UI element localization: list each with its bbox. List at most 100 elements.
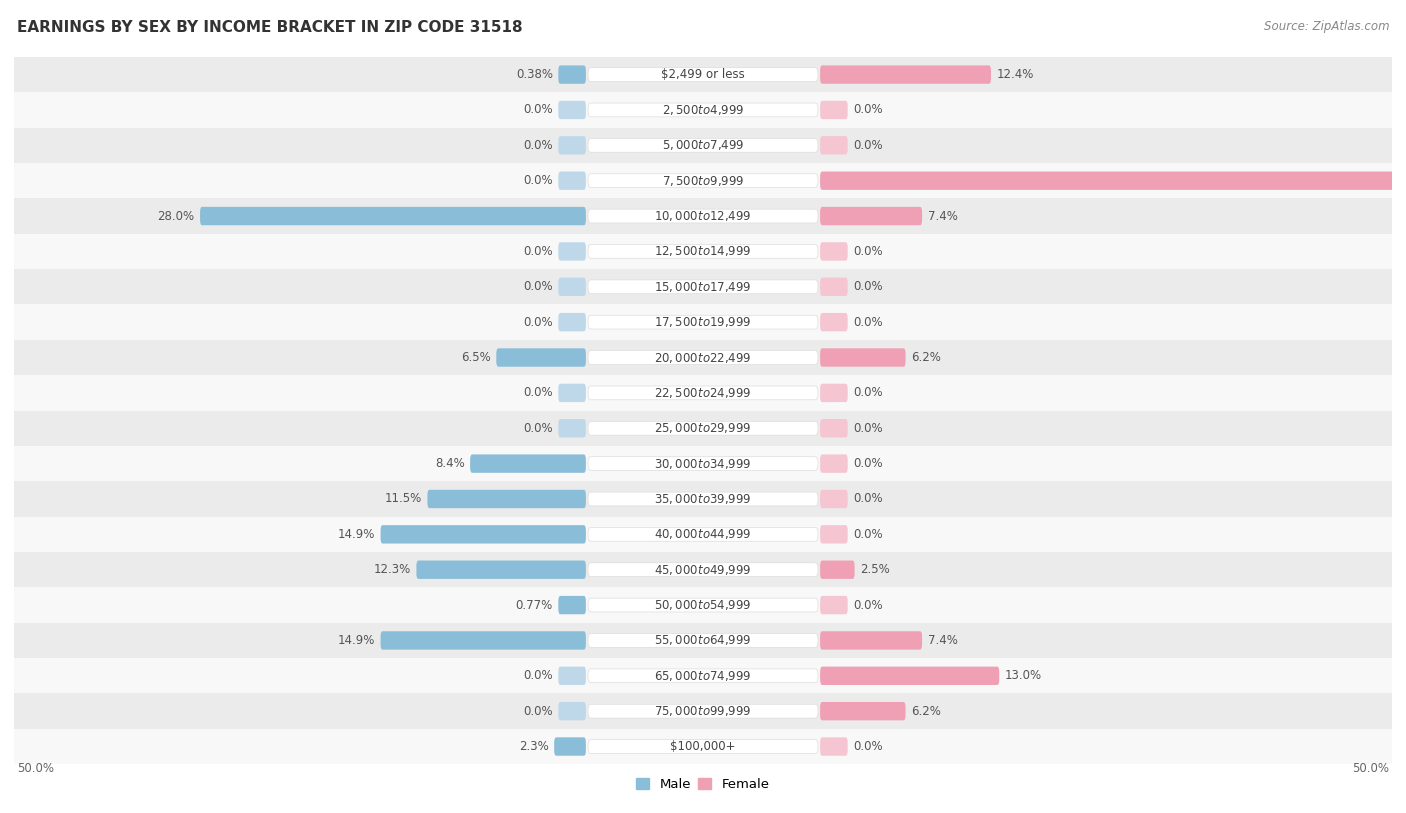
Text: 14.9%: 14.9% — [337, 634, 375, 647]
Text: 7.4%: 7.4% — [928, 634, 957, 647]
FancyBboxPatch shape — [381, 525, 586, 544]
FancyBboxPatch shape — [558, 384, 586, 402]
FancyBboxPatch shape — [588, 633, 818, 647]
FancyBboxPatch shape — [820, 525, 848, 544]
FancyBboxPatch shape — [820, 419, 848, 437]
Text: 2.5%: 2.5% — [860, 563, 890, 576]
Bar — [14, 233, 1392, 269]
Text: $25,000 to $29,999: $25,000 to $29,999 — [654, 421, 752, 435]
Text: 0.0%: 0.0% — [853, 139, 883, 152]
Text: 0.0%: 0.0% — [523, 386, 553, 399]
FancyBboxPatch shape — [427, 489, 586, 508]
FancyBboxPatch shape — [558, 277, 586, 296]
Text: $35,000 to $39,999: $35,000 to $39,999 — [654, 492, 752, 506]
FancyBboxPatch shape — [588, 315, 818, 329]
Text: 0.0%: 0.0% — [853, 598, 883, 611]
Bar — [14, 304, 1392, 340]
Text: 28.0%: 28.0% — [157, 210, 194, 223]
Text: 14.9%: 14.9% — [337, 528, 375, 541]
FancyBboxPatch shape — [820, 136, 848, 154]
Text: $15,000 to $17,499: $15,000 to $17,499 — [654, 280, 752, 293]
Text: 0.0%: 0.0% — [523, 280, 553, 293]
FancyBboxPatch shape — [558, 101, 586, 120]
FancyBboxPatch shape — [820, 172, 1406, 190]
FancyBboxPatch shape — [558, 172, 586, 190]
Bar — [14, 198, 1392, 233]
FancyBboxPatch shape — [588, 245, 818, 259]
FancyBboxPatch shape — [820, 560, 855, 579]
Text: 0.0%: 0.0% — [853, 315, 883, 328]
Text: 0.0%: 0.0% — [523, 669, 553, 682]
Text: 0.0%: 0.0% — [523, 315, 553, 328]
FancyBboxPatch shape — [558, 667, 586, 685]
Bar — [14, 587, 1392, 623]
FancyBboxPatch shape — [820, 384, 848, 402]
Text: 50.0%: 50.0% — [1353, 762, 1389, 775]
Text: $100,000+: $100,000+ — [671, 740, 735, 753]
Text: $22,500 to $24,999: $22,500 to $24,999 — [654, 386, 752, 400]
FancyBboxPatch shape — [558, 419, 586, 437]
Text: 6.5%: 6.5% — [461, 351, 491, 364]
Bar — [14, 340, 1392, 375]
Text: EARNINGS BY SEX BY INCOME BRACKET IN ZIP CODE 31518: EARNINGS BY SEX BY INCOME BRACKET IN ZIP… — [17, 20, 523, 35]
Text: $17,500 to $19,999: $17,500 to $19,999 — [654, 315, 752, 329]
FancyBboxPatch shape — [470, 454, 586, 473]
FancyBboxPatch shape — [588, 280, 818, 293]
Text: 0.0%: 0.0% — [523, 422, 553, 435]
Text: 0.0%: 0.0% — [853, 740, 883, 753]
Bar — [14, 693, 1392, 729]
Text: 0.0%: 0.0% — [523, 705, 553, 718]
FancyBboxPatch shape — [588, 528, 818, 541]
FancyBboxPatch shape — [588, 209, 818, 223]
FancyBboxPatch shape — [588, 103, 818, 117]
Text: 0.77%: 0.77% — [516, 598, 553, 611]
FancyBboxPatch shape — [588, 421, 818, 435]
Bar — [14, 269, 1392, 304]
FancyBboxPatch shape — [588, 174, 818, 188]
Bar — [14, 446, 1392, 481]
Bar — [14, 163, 1392, 198]
Legend: Male, Female: Male, Female — [631, 773, 775, 797]
FancyBboxPatch shape — [416, 560, 586, 579]
Text: $12,500 to $14,999: $12,500 to $14,999 — [654, 245, 752, 259]
FancyBboxPatch shape — [588, 350, 818, 364]
FancyBboxPatch shape — [588, 386, 818, 400]
FancyBboxPatch shape — [588, 492, 818, 506]
Text: $10,000 to $12,499: $10,000 to $12,499 — [654, 209, 752, 223]
Bar — [14, 128, 1392, 163]
Text: 6.2%: 6.2% — [911, 705, 941, 718]
Text: $55,000 to $64,999: $55,000 to $64,999 — [654, 633, 752, 647]
Text: $2,499 or less: $2,499 or less — [661, 68, 745, 81]
Text: 0.0%: 0.0% — [853, 245, 883, 258]
Bar — [14, 57, 1392, 92]
Text: 12.3%: 12.3% — [374, 563, 411, 576]
FancyBboxPatch shape — [558, 136, 586, 154]
Text: 0.0%: 0.0% — [853, 422, 883, 435]
Text: $7,500 to $9,999: $7,500 to $9,999 — [662, 174, 744, 188]
Text: $2,500 to $4,999: $2,500 to $4,999 — [662, 103, 744, 117]
FancyBboxPatch shape — [200, 207, 586, 225]
FancyBboxPatch shape — [554, 737, 586, 756]
FancyBboxPatch shape — [820, 348, 905, 367]
FancyBboxPatch shape — [588, 598, 818, 612]
Text: $30,000 to $34,999: $30,000 to $34,999 — [654, 457, 752, 471]
Text: 0.0%: 0.0% — [853, 280, 883, 293]
FancyBboxPatch shape — [820, 313, 848, 332]
FancyBboxPatch shape — [820, 489, 848, 508]
Bar — [14, 481, 1392, 517]
FancyBboxPatch shape — [588, 669, 818, 683]
FancyBboxPatch shape — [820, 667, 1000, 685]
Text: 7.4%: 7.4% — [928, 210, 957, 223]
Text: 12.4%: 12.4% — [997, 68, 1033, 81]
FancyBboxPatch shape — [496, 348, 586, 367]
Text: 8.4%: 8.4% — [434, 457, 464, 470]
Text: 0.0%: 0.0% — [523, 174, 553, 187]
FancyBboxPatch shape — [820, 277, 848, 296]
FancyBboxPatch shape — [558, 65, 586, 84]
FancyBboxPatch shape — [820, 596, 848, 615]
FancyBboxPatch shape — [820, 65, 991, 84]
Text: $5,000 to $7,499: $5,000 to $7,499 — [662, 138, 744, 152]
FancyBboxPatch shape — [588, 563, 818, 576]
Text: 0.0%: 0.0% — [523, 139, 553, 152]
FancyBboxPatch shape — [588, 457, 818, 471]
